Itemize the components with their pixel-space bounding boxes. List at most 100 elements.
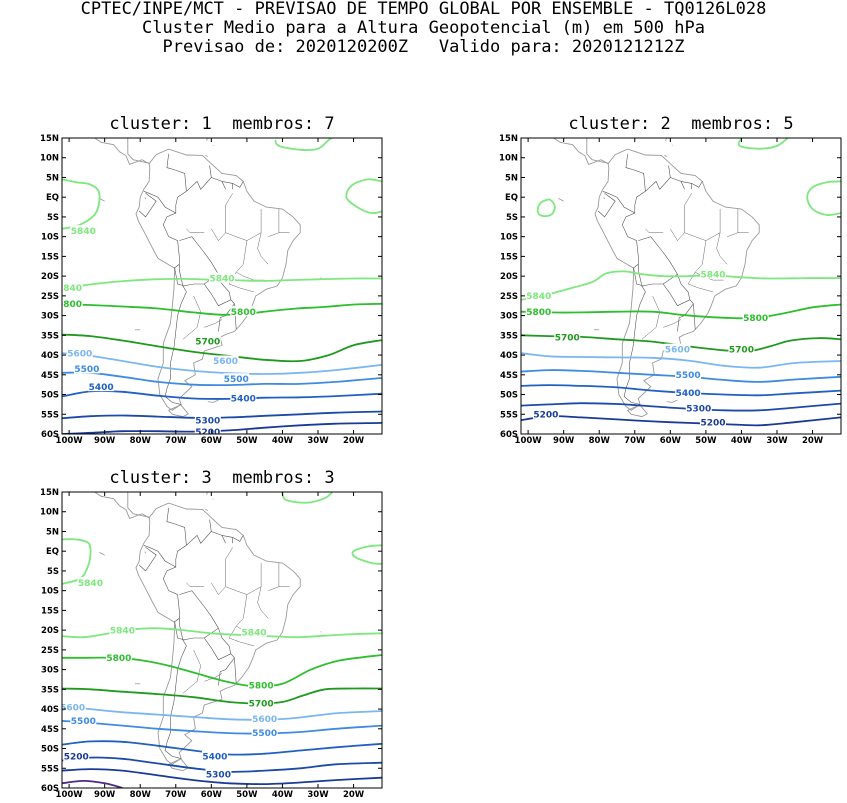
contour-label: 800 bbox=[63, 300, 82, 310]
country-border bbox=[162, 545, 187, 623]
coastline-central-america-caribbean bbox=[126, 492, 150, 518]
contour-label-backing bbox=[241, 626, 267, 637]
state-border bbox=[684, 193, 692, 233]
contour-label: 5200 bbox=[195, 428, 220, 438]
lat-tick-label: 15N bbox=[499, 134, 518, 144]
map-panel-1: 5840 840 5840 800 5800 5700 5600 5600 5500 5500 54… bbox=[40, 134, 383, 446]
lon-tick-label: 80W bbox=[589, 436, 611, 446]
contour-label: 5840 bbox=[241, 628, 266, 638]
lat-tick-label: 60S bbox=[41, 784, 59, 794]
contour-label-backing bbox=[251, 713, 278, 724]
lon-tick-label: 90W bbox=[553, 436, 575, 446]
panel-3-title: cluster: 3 membros: 3 bbox=[109, 468, 335, 488]
lon-tick-label: 70W bbox=[165, 436, 187, 446]
country-border bbox=[670, 177, 685, 190]
country-border bbox=[218, 653, 235, 686]
lon-tick-label: 70W bbox=[624, 436, 646, 446]
map-panel-3: 5840 5840 5840 5800 5800 5700 5600 5600 5500 5500… bbox=[40, 488, 383, 800]
state-border bbox=[228, 626, 255, 647]
lon-tick-label: 80W bbox=[130, 790, 152, 800]
lat-tick-label: 5S bbox=[506, 213, 518, 223]
state-border bbox=[694, 240, 724, 281]
country-border bbox=[203, 274, 232, 307]
contour-label: 5600 bbox=[213, 357, 238, 367]
contour-label-backing bbox=[248, 679, 275, 690]
country-border bbox=[162, 191, 187, 269]
lat-tick-label: 10N bbox=[40, 154, 59, 164]
lat-tick-label: 60S bbox=[41, 430, 59, 440]
contour-label: 840 bbox=[63, 284, 82, 294]
lat-tick-label: 20S bbox=[41, 626, 59, 636]
map-layer: 5840 840 5840 800 5800 5700 5600 5600 5500 5500 54… bbox=[62, 138, 382, 438]
lon-tick-label: 50W bbox=[695, 436, 717, 446]
lon-tick-label: 20W bbox=[802, 436, 824, 446]
contour-label-backing bbox=[532, 408, 559, 419]
lat-tick-label: 20S bbox=[41, 272, 59, 282]
contour-label-backing bbox=[554, 331, 581, 342]
lon-tick-label: 100W bbox=[56, 790, 84, 800]
country-border bbox=[602, 191, 635, 214]
contour-line-5840 bbox=[281, 492, 333, 504]
coastline-central-america-pacific bbox=[93, 492, 150, 519]
lon-tick-label: 30W bbox=[766, 436, 788, 446]
coastline-central-america-pacific bbox=[93, 138, 150, 165]
lat-tick-label: 45S bbox=[41, 725, 59, 735]
contour-label-backing bbox=[201, 750, 228, 761]
map-layer: 5840 5840 5840 5800 5800 5700 5600 5600 5500 5500… bbox=[62, 492, 382, 788]
contour-label-backing bbox=[251, 727, 278, 738]
contour-line-5840 bbox=[521, 270, 841, 301]
coastline-tierra-del-fuego bbox=[626, 404, 648, 418]
contour-label-backing bbox=[728, 343, 755, 354]
coastline-south-america bbox=[135, 148, 301, 411]
contour-label: 5200 bbox=[64, 753, 89, 763]
country-border bbox=[186, 165, 212, 192]
contour-line-5800 bbox=[521, 303, 841, 320]
lon-tick-label: 60W bbox=[660, 436, 682, 446]
lon-tick-label: 40W bbox=[272, 790, 294, 800]
state-border bbox=[257, 563, 269, 619]
lat-tick-label: EQ bbox=[505, 193, 518, 203]
contour-label-backing bbox=[525, 306, 552, 317]
island-outline bbox=[664, 155, 667, 157]
contour-line-5500 bbox=[62, 371, 382, 387]
lat-tick-label: 35S bbox=[41, 331, 59, 341]
contour-line-5200 bbox=[521, 415, 841, 427]
contour-label: 5840 bbox=[71, 227, 96, 237]
figure-title-line-3: Previsao de: 2020120200Z Valido para: 20… bbox=[162, 37, 685, 57]
country-border bbox=[232, 181, 244, 188]
lat-tick-label: 15S bbox=[41, 606, 59, 616]
lon-tick-label: 20W bbox=[343, 790, 365, 800]
contour-label-backing bbox=[109, 624, 136, 635]
contour-line-5600 bbox=[62, 352, 382, 375]
contour-label-backing bbox=[230, 392, 257, 403]
state-border bbox=[268, 586, 290, 591]
contour-label-backing bbox=[194, 426, 221, 434]
lat-tick-label: 20S bbox=[500, 272, 518, 282]
contour-label: 5600 bbox=[665, 345, 690, 355]
island-outline bbox=[603, 197, 605, 200]
state-border bbox=[182, 295, 201, 340]
island-outline bbox=[558, 198, 564, 202]
lon-tick-label: 100W bbox=[56, 436, 84, 446]
lat-tick-label: 35S bbox=[500, 331, 518, 341]
lat-tick-label: 30S bbox=[41, 666, 59, 676]
coastline-central-america-caribbean bbox=[126, 138, 150, 164]
contour-line-5840 bbox=[274, 138, 333, 151]
coastline-tierra-del-fuego bbox=[167, 404, 189, 418]
lon-tick-label: 30W bbox=[307, 790, 329, 800]
lon-tick-label: 30W bbox=[307, 436, 329, 446]
lat-tick-label: 40S bbox=[41, 351, 59, 361]
country-border bbox=[232, 535, 244, 542]
contour-label-backing bbox=[70, 715, 97, 726]
state-border bbox=[687, 272, 714, 293]
lon-tick-label: 90W bbox=[94, 436, 116, 446]
lat-tick-label: 5S bbox=[47, 567, 59, 577]
contour-line-5700 bbox=[62, 687, 382, 705]
contour-label-backing bbox=[700, 416, 726, 427]
country-border bbox=[623, 285, 646, 405]
coastline-central-america-caribbean bbox=[585, 138, 609, 164]
lon-tick-label: 70W bbox=[165, 790, 187, 800]
lon-tick-label: 60W bbox=[201, 790, 223, 800]
contour-line-5500 bbox=[521, 369, 841, 383]
contour-label-backing bbox=[230, 306, 257, 317]
